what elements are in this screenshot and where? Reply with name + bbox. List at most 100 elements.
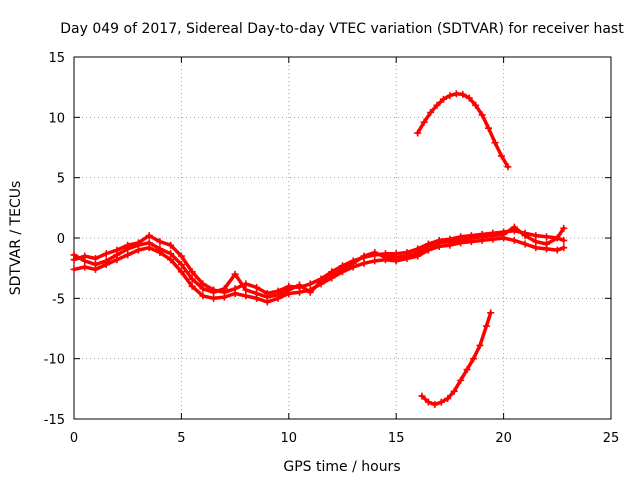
data-point: [210, 294, 218, 302]
data-point: [167, 250, 175, 258]
data-point: [274, 291, 282, 299]
data-point: [478, 111, 486, 119]
data-point: [446, 92, 454, 100]
data-point: [560, 224, 568, 232]
data-point: [444, 394, 452, 402]
data-point: [81, 263, 89, 271]
data-point: [349, 259, 357, 267]
y-tick-label: 15: [48, 51, 65, 66]
data-point: [188, 268, 196, 276]
x-axis-label: GPS time / hours: [283, 459, 400, 475]
data-point: [560, 244, 568, 252]
data-point: [167, 241, 175, 249]
data-point: [91, 261, 99, 269]
data-point: [371, 257, 379, 265]
data-point: [124, 251, 132, 259]
data-point: [199, 292, 207, 300]
x-tick-label: 5: [177, 431, 185, 446]
data-point: [504, 163, 512, 171]
data-point: [296, 281, 304, 289]
data-point: [81, 257, 89, 265]
data-point: [457, 236, 465, 244]
data-point: [177, 261, 185, 269]
data-point: [485, 124, 493, 132]
y-tick-label: 0: [57, 232, 65, 247]
data-point: [306, 280, 314, 288]
data-point: [253, 283, 261, 291]
data-point: [253, 290, 261, 298]
tick-layer: 0 5 10 15 20 25 -15 -10 -5 0 5 10 15: [44, 51, 620, 446]
x-tick-label: 0: [70, 431, 78, 446]
data-point: [188, 282, 196, 290]
x-tick-label: 15: [388, 431, 405, 446]
data-point: [433, 101, 441, 109]
data-point: [467, 234, 475, 242]
data-point: [199, 285, 207, 293]
data-point: [489, 232, 497, 240]
data-point: [70, 265, 78, 273]
data-point: [339, 264, 346, 272]
y-tick-label: -5: [52, 292, 65, 307]
data-point: [317, 277, 325, 285]
data-point: [231, 270, 239, 278]
data-point: [177, 268, 185, 276]
data-point: [381, 253, 389, 261]
data-point: [263, 293, 271, 301]
data-point: [418, 392, 426, 400]
data-point: [543, 240, 551, 248]
data-point: [424, 244, 432, 252]
data-point: [414, 248, 422, 256]
y-tick-label: -15: [44, 413, 65, 428]
data-point: [371, 248, 379, 256]
data-point: [532, 244, 540, 252]
data-point: [134, 241, 142, 249]
data-point: [414, 129, 422, 137]
data-point: [465, 94, 473, 102]
x-tick-label: 10: [281, 431, 298, 446]
data-point: [242, 286, 250, 294]
data-point: [424, 398, 432, 406]
data-point: [437, 398, 445, 406]
data-point: [210, 288, 218, 296]
data-point: [231, 290, 239, 298]
data-point: [177, 252, 185, 260]
data-point: [91, 255, 99, 263]
data-point: [491, 139, 499, 147]
data-point: [145, 232, 153, 240]
y-tick-label: -10: [44, 353, 65, 368]
data-point: [70, 251, 78, 259]
data-point: [470, 355, 478, 363]
data-point: [156, 245, 164, 253]
data-layer: [70, 90, 568, 409]
x-tick-label: 20: [495, 431, 512, 446]
data-point: [427, 109, 435, 117]
data-point: [472, 101, 480, 109]
data-point: [392, 253, 400, 261]
data-point: [113, 251, 121, 259]
data-point: [553, 234, 561, 242]
data-point: [403, 252, 411, 260]
data-point: [457, 376, 465, 384]
data-point: [482, 322, 490, 330]
data-point: [543, 233, 551, 241]
data-point: [450, 387, 458, 395]
data-point: [510, 223, 518, 231]
data-point: [500, 230, 508, 238]
data-point: [553, 246, 561, 254]
data-point: [188, 275, 196, 283]
data-point: [521, 232, 529, 240]
data-point: [478, 233, 486, 241]
data-point: [476, 341, 484, 349]
data-point: [167, 256, 175, 264]
data-point: [497, 152, 505, 160]
data-point: [360, 259, 368, 267]
data-point: [459, 90, 467, 98]
data-point: [328, 270, 336, 278]
data-point: [446, 238, 454, 246]
data-point: [242, 292, 250, 300]
data-point: [521, 240, 529, 248]
y-tick-label: 10: [48, 111, 65, 126]
data-point: [435, 239, 443, 247]
data-point: [439, 95, 447, 103]
